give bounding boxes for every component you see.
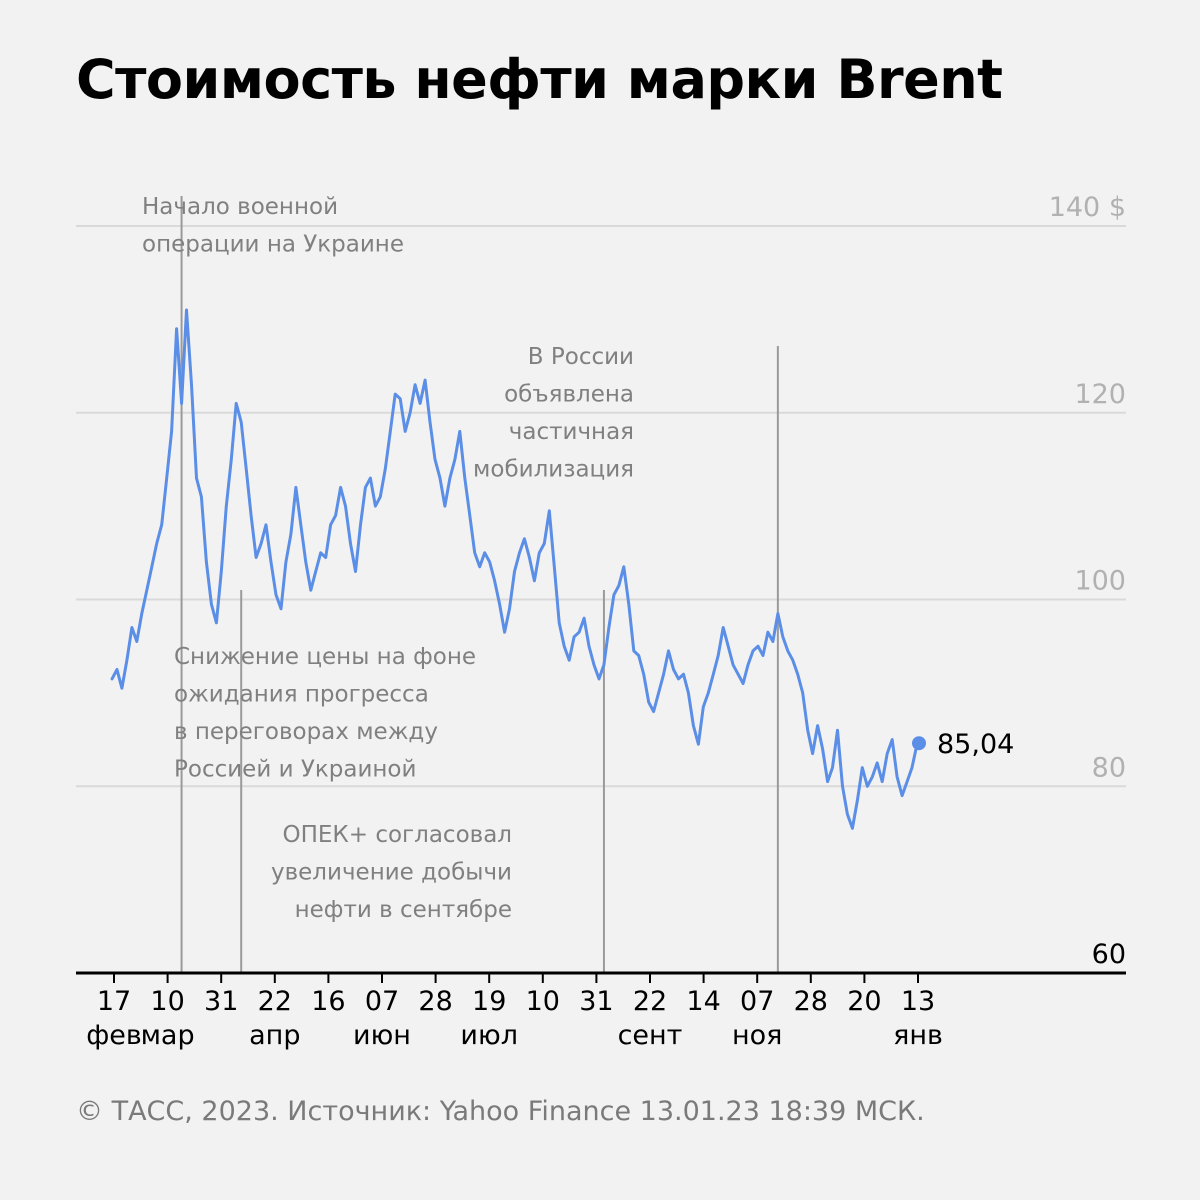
annotation-text: ОПЕК+ согласовал <box>282 822 512 848</box>
x-tick-day: 22 <box>258 986 292 1017</box>
x-tick-day: 28 <box>794 986 828 1017</box>
source-note: © ТАСС, 2023. Источник: Yahoo Finance 13… <box>76 1096 925 1127</box>
x-tick-day: 13 <box>901 986 935 1017</box>
annotation-text: нефти в сентябре <box>295 897 512 923</box>
chart-title: Стоимость нефти марки Brent <box>76 48 1003 111</box>
y-tick-label: 120 <box>1074 379 1126 410</box>
x-tick-month: янв <box>893 1020 943 1051</box>
annotation-text: Начало военной <box>142 194 338 220</box>
annotation-text: Россией и Украиной <box>174 757 416 783</box>
annotation-text: Снижение цены на фоне <box>174 644 476 670</box>
x-tick-day: 31 <box>204 986 238 1017</box>
y-tick-label: 140 $ <box>1049 192 1126 223</box>
annotation-text: ожидания прогресса <box>174 682 429 708</box>
x-tick-month: сент <box>618 1020 683 1051</box>
annotation-text: увеличение добычи <box>271 860 512 886</box>
y-tick-label: 100 <box>1074 566 1126 597</box>
annotation-text: в переговорах между <box>174 719 438 745</box>
annotation-text: операции на Украине <box>142 232 404 258</box>
x-tick-day: 07 <box>740 986 774 1017</box>
x-tick-day: 28 <box>418 986 452 1017</box>
x-tick-month: июл <box>460 1020 518 1051</box>
x-tick-month: фев <box>86 1020 142 1051</box>
x-tick-day: 31 <box>579 986 613 1017</box>
last-value-point <box>912 736 926 751</box>
annotation-text: мобилизация <box>473 457 634 483</box>
annotation-text: В России <box>528 344 634 370</box>
x-tick-month: ноя <box>732 1020 782 1051</box>
annotations: Начало военной операции на Украине Снижени… <box>142 194 634 923</box>
x-tick-month: мар <box>141 1020 195 1051</box>
annotation-lines <box>180 196 779 973</box>
annotation-text: объявлена <box>504 382 634 408</box>
x-tick-day: 17 <box>97 986 131 1017</box>
x-tick-day: 07 <box>365 986 399 1017</box>
x-tick-day: 10 <box>150 986 184 1017</box>
x-tick-month: июн <box>353 1020 411 1051</box>
grid-lines <box>76 225 1126 788</box>
x-tick-day: 10 <box>526 986 560 1017</box>
x-tick-month: апр <box>249 1020 300 1051</box>
last-value-label: 85,04 <box>937 729 1014 760</box>
x-tick-day: 22 <box>633 986 667 1017</box>
x-tick-day: 19 <box>472 986 506 1017</box>
x-tick-day: 16 <box>311 986 345 1017</box>
annotation-text: частичная <box>509 419 634 445</box>
y-tick-label: 80 <box>1092 752 1126 783</box>
brent-price-line <box>110 308 919 830</box>
y-tick-label: 60 <box>1092 939 1126 970</box>
x-tick-day: 20 <box>847 986 881 1017</box>
x-tick-day: 14 <box>686 986 720 1017</box>
y-axis-ticks: 140 $ 120 100 80 60 <box>1049 192 1126 970</box>
